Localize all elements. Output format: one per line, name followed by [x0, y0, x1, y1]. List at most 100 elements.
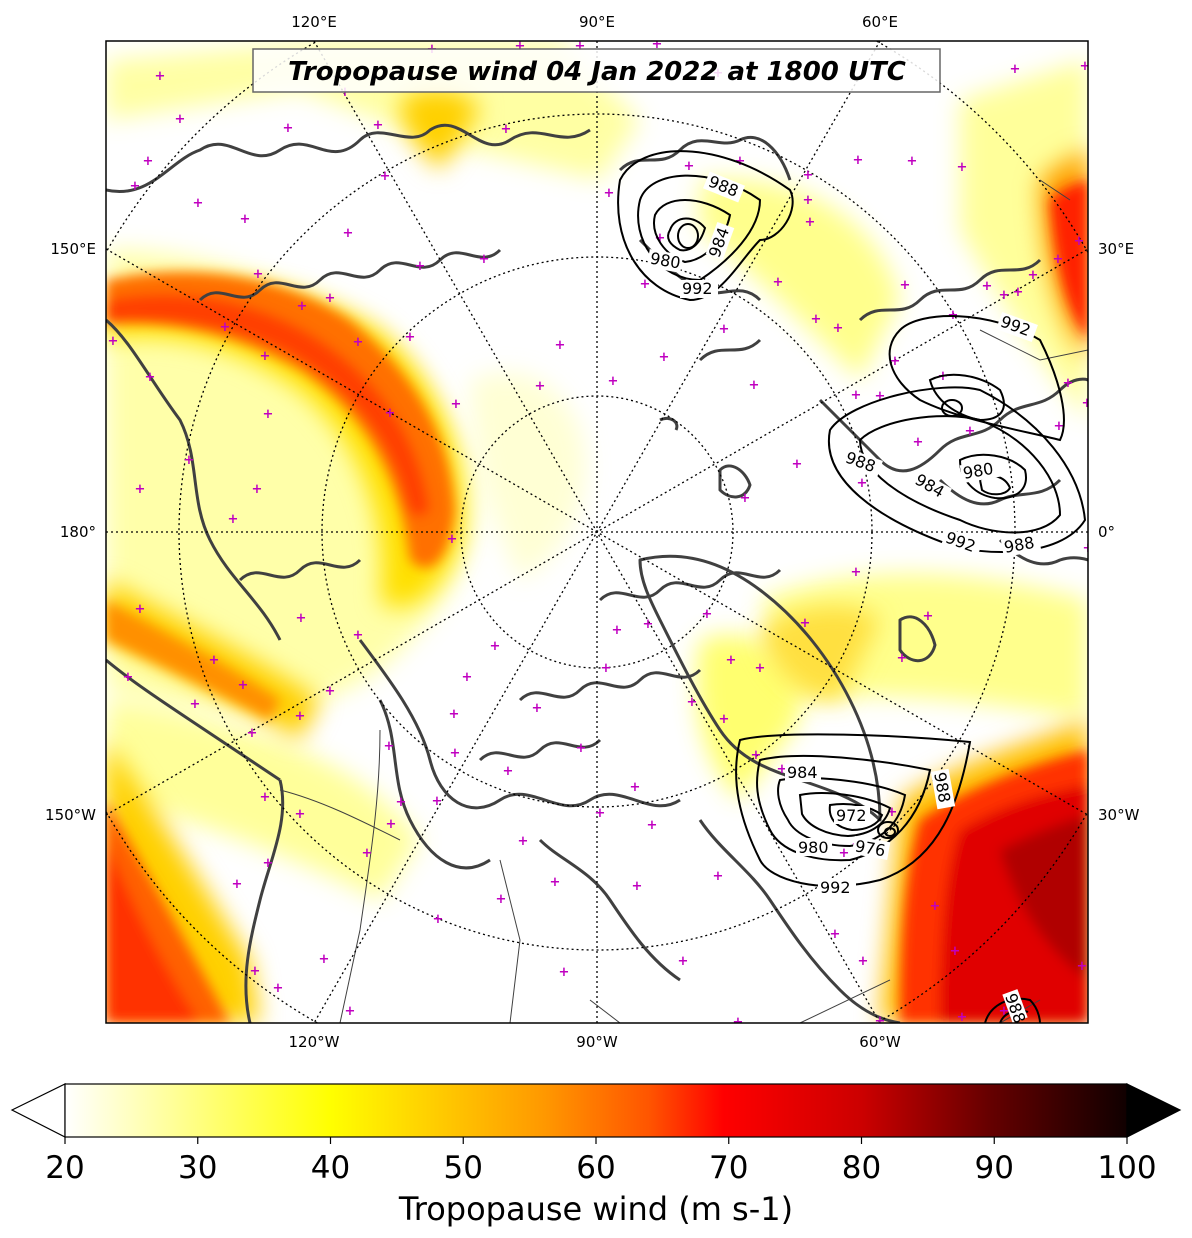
lon-label-right: 30°E — [1098, 240, 1134, 258]
station-marker: + — [1028, 268, 1039, 283]
colorbar-tick-label: 90 — [975, 1150, 1014, 1186]
contour-label: 992 — [682, 279, 713, 298]
station-marker: + — [193, 196, 204, 211]
station-marker: + — [800, 616, 811, 631]
colorbar-ticks: 20 30 40 50 60 70 80 90 100 — [45, 1137, 1157, 1186]
map-frame — [105, 40, 1089, 1024]
lon-label-top: 60°E — [862, 13, 898, 31]
station-marker: + — [380, 169, 391, 184]
station-marker: + — [740, 491, 751, 506]
lon-label-left: 180° — [60, 523, 96, 541]
station-marker: + — [518, 834, 529, 849]
station-marker: + — [155, 69, 166, 84]
station-marker: + — [415, 259, 426, 274]
station-marker: + — [451, 397, 462, 412]
station-marker: + — [1053, 252, 1064, 267]
station-marker: + — [184, 453, 195, 468]
station-marker: + — [1080, 59, 1091, 74]
station-marker: + — [250, 964, 261, 979]
station-marker: + — [220, 320, 231, 335]
station-marker: + — [857, 476, 868, 491]
station-marker: + — [1082, 396, 1093, 411]
station-marker: + — [1013, 285, 1024, 300]
station-marker: + — [501, 122, 512, 137]
station-marker: + — [702, 607, 713, 622]
station-marker: + — [384, 739, 395, 754]
contour-label: 980 — [798, 838, 829, 857]
colorbar-extend-low — [10, 1083, 66, 1138]
station-marker: + — [719, 712, 730, 727]
station-marker: + — [735, 154, 746, 169]
contour-label: 992 — [820, 878, 851, 897]
colorbar-tick-label: 40 — [311, 1150, 350, 1186]
station-marker: + — [684, 159, 695, 174]
station-marker: + — [907, 154, 918, 169]
station-marker: + — [1063, 376, 1074, 391]
station-marker: + — [608, 374, 619, 389]
lon-label-bottom: 60°W — [859, 1033, 901, 1051]
station-marker: + — [190, 697, 201, 712]
station-marker: + — [890, 354, 901, 369]
station-marker: + — [145, 370, 156, 385]
station-marker: + — [135, 602, 146, 617]
station-marker: + — [643, 617, 654, 632]
station-marker: + — [805, 215, 816, 230]
lon-label-top: 120°E — [291, 13, 337, 31]
station-marker: + — [733, 1015, 744, 1030]
station-marker: + — [325, 291, 336, 306]
station-marker: + — [209, 653, 220, 668]
station-marker: + — [123, 670, 134, 685]
station-marker: + — [447, 532, 458, 547]
station-marker: + — [373, 118, 384, 133]
station-marker: + — [496, 892, 507, 907]
station-marker: + — [749, 378, 760, 393]
station-marker: + — [601, 661, 612, 676]
station-marker: + — [247, 726, 258, 741]
station-marker: + — [792, 457, 803, 472]
station-marker: + — [713, 869, 724, 884]
station-marker: + — [130, 179, 141, 194]
colorbar-extend-high — [1126, 1083, 1182, 1138]
station-marker: + — [490, 639, 501, 654]
station-marker: + — [559, 965, 570, 980]
station-marker: + — [687, 695, 698, 710]
station-marker: + — [632, 879, 643, 894]
wind-shading — [106, 41, 1088, 1023]
lon-label-top: 90°E — [579, 13, 615, 31]
station-marker: + — [1074, 234, 1085, 249]
station-marker: + — [260, 790, 271, 805]
station-marker: + — [957, 1010, 968, 1025]
station-marker: + — [923, 609, 934, 624]
lon-label-left: 150°W — [45, 806, 96, 824]
station-marker: + — [449, 707, 460, 722]
colorbar-tick-label: 70 — [709, 1150, 748, 1186]
lon-label-bottom: 90°W — [576, 1033, 618, 1051]
station-marker: + — [143, 154, 154, 169]
lon-label-right: 0° — [1098, 523, 1115, 541]
station-marker: + — [930, 899, 941, 914]
station-marker: + — [803, 193, 814, 208]
station-marker: + — [432, 794, 443, 809]
station-marker: + — [515, 39, 526, 54]
station-marker: + — [386, 817, 397, 832]
station-marker: + — [283, 121, 294, 136]
station-marker: + — [319, 952, 330, 967]
station-marker: + — [253, 267, 264, 282]
station-markers: + + + + + + + + + + + + + + + + + + + + + + + + + + + + + + + + + + + + + + + +… — [108, 39, 1093, 1030]
station-marker: + — [999, 288, 1010, 303]
station-marker: + — [999, 1004, 1010, 1019]
station-marker: + — [833, 321, 844, 336]
station-marker: + — [297, 299, 308, 314]
station-marker: + — [1010, 62, 1021, 77]
contour-label: 972 — [836, 806, 867, 825]
station-marker: + — [252, 482, 263, 497]
colorbar-tick-label: 20 — [45, 1150, 84, 1186]
station-marker: + — [647, 818, 658, 833]
station-marker: + — [858, 954, 869, 969]
station-marker: + — [777, 762, 788, 777]
station-marker: + — [900, 278, 911, 293]
station-marker: + — [773, 275, 784, 290]
station-marker: + — [238, 678, 249, 693]
lon-label-right: 30°W — [1098, 806, 1140, 824]
station-marker: + — [295, 709, 306, 724]
